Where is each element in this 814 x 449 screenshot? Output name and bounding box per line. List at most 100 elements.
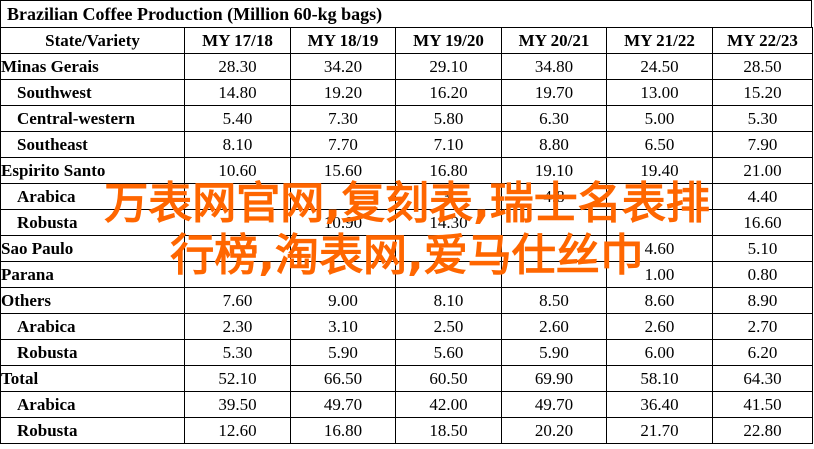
table-row: Southwest 14.80 19.20 16.20 19.70 13.00 15.20 bbox=[0, 79, 813, 106]
table-cell: 19.70 bbox=[501, 79, 607, 106]
table-cell: 8.10 bbox=[184, 131, 291, 158]
table-cell bbox=[606, 209, 713, 236]
table-cell: 8.90 bbox=[712, 287, 813, 314]
table-cell: 10.60 bbox=[184, 157, 291, 184]
table-cell: 21.00 bbox=[712, 157, 813, 184]
table-cell: 41.50 bbox=[712, 391, 813, 418]
table-cell: 3.10 bbox=[290, 313, 396, 340]
row-label: Southeast bbox=[0, 131, 185, 158]
table-cell: 5.90 bbox=[290, 339, 396, 366]
row-label: Total bbox=[0, 365, 185, 392]
table-cell: 5.40 bbox=[184, 105, 291, 132]
table-cell: 8.50 bbox=[501, 287, 607, 314]
column-header-year: MY 19/20 bbox=[395, 27, 502, 54]
table-cell bbox=[606, 183, 713, 210]
row-label: Arabica bbox=[0, 391, 185, 418]
table-title-bar: Brazilian Coffee Production (Million 60-… bbox=[0, 0, 812, 27]
table-cell: 5.80 bbox=[395, 105, 502, 132]
table-cell: 13.00 bbox=[606, 79, 713, 106]
table-cell: 8.60 bbox=[606, 287, 713, 314]
table-cell: 52.10 bbox=[184, 365, 291, 392]
table-cell bbox=[395, 261, 502, 288]
table-row: Robusta 12.60 16.80 18.50 20.20 21.70 22.80 bbox=[0, 417, 813, 444]
table-row: Others 7.60 9.00 8.10 8.50 8.60 8.90 bbox=[0, 287, 813, 314]
table-cell: 5.30 bbox=[712, 105, 813, 132]
table-cell bbox=[290, 261, 396, 288]
table-cell: 4.8 bbox=[501, 183, 607, 210]
table-cell: 39.50 bbox=[184, 391, 291, 418]
table-cell: 6.20 bbox=[712, 339, 813, 366]
table-row: Robusta 10.90 14.30 16.60 bbox=[0, 209, 813, 236]
table-cell: 14.80 bbox=[184, 79, 291, 106]
table-cell: 7.60 bbox=[184, 287, 291, 314]
table-cell bbox=[395, 235, 502, 262]
row-label: Parana bbox=[0, 261, 185, 288]
table-row: Espirito Santo 10.60 15.60 16.80 19.10 19.40 2… bbox=[0, 157, 813, 184]
table-cell: 2.60 bbox=[501, 313, 607, 340]
table-cell: 5.60 bbox=[395, 339, 502, 366]
table-cell: 16.60 bbox=[712, 209, 813, 236]
table-cell bbox=[290, 183, 396, 210]
table-cell bbox=[501, 235, 607, 262]
table-row: Robusta 5.30 5.90 5.60 5.90 6.00 6.20 bbox=[0, 339, 813, 366]
column-header-state-variety: State/Variety bbox=[0, 27, 185, 54]
table-cell: 16.20 bbox=[395, 79, 502, 106]
table-cell: 2.70 bbox=[712, 313, 813, 340]
column-header-year: MY 20/21 bbox=[501, 27, 607, 54]
table-cell: 34.20 bbox=[290, 53, 396, 80]
row-label: Arabica bbox=[0, 183, 185, 210]
table-cell: 19.10 bbox=[501, 157, 607, 184]
row-label: Robusta bbox=[0, 209, 185, 236]
table-cell: 10.90 bbox=[290, 209, 396, 236]
table-cell: 58.10 bbox=[606, 365, 713, 392]
coffee-production-table: State/Variety MY 17/18 MY 18/19 MY 19/20 MY … bbox=[0, 27, 813, 444]
table-row: Total 52.10 66.50 60.50 69.90 58.10 64.30 bbox=[0, 365, 813, 392]
table-cell: 4.40 bbox=[712, 183, 813, 210]
table-cell: 1.00 bbox=[606, 261, 713, 288]
table-cell: 7.10 bbox=[395, 131, 502, 158]
table-cell: 24.50 bbox=[606, 53, 713, 80]
table-cell: 3. bbox=[395, 183, 502, 210]
table-cell: 36.40 bbox=[606, 391, 713, 418]
table-cell: 21.70 bbox=[606, 417, 713, 444]
row-label: Sao Paulo bbox=[0, 235, 185, 262]
row-label: Southwest bbox=[0, 79, 185, 106]
table-row: Arabica 3. 4.8 4.40 bbox=[0, 183, 813, 210]
row-label: Robusta bbox=[0, 339, 185, 366]
header-row: State/Variety MY 17/18 MY 18/19 MY 19/20 MY … bbox=[0, 27, 813, 54]
table-cell: 16.80 bbox=[395, 157, 502, 184]
table-cell: 15.60 bbox=[290, 157, 396, 184]
table-cell: 8.80 bbox=[501, 131, 607, 158]
table-cell: 2.50 bbox=[395, 313, 502, 340]
table-cell: 19.40 bbox=[606, 157, 713, 184]
column-header-year: MY 17/18 bbox=[184, 27, 291, 54]
table-row: Minas Gerais 28.30 34.20 29.10 34.80 24.50 28.… bbox=[0, 53, 813, 80]
table-cell: 14.30 bbox=[395, 209, 502, 236]
table-title: Brazilian Coffee Production (Million 60-… bbox=[7, 4, 383, 24]
table-cell: 2.60 bbox=[606, 313, 713, 340]
table-cell: 18.50 bbox=[395, 417, 502, 444]
column-header-year: MY 18/19 bbox=[290, 27, 396, 54]
table-cell: 9.00 bbox=[290, 287, 396, 314]
table-row: Southeast 8.10 7.70 7.10 8.80 6.50 7.90 bbox=[0, 131, 813, 158]
table-cell bbox=[184, 183, 291, 210]
table-cell: 5.00 bbox=[606, 105, 713, 132]
table-cell: 6.30 bbox=[501, 105, 607, 132]
table-cell bbox=[184, 209, 291, 236]
table-row: Central-western 5.40 7.30 5.80 6.30 5.00 5.30 bbox=[0, 105, 813, 132]
column-header-year: MY 22/23 bbox=[712, 27, 813, 54]
table-cell: 49.70 bbox=[290, 391, 396, 418]
table-row: Sao Paulo 4.60 5.10 bbox=[0, 235, 813, 262]
table-cell: 8.10 bbox=[395, 287, 502, 314]
row-label: Espirito Santo bbox=[0, 157, 185, 184]
table-cell: 49.70 bbox=[501, 391, 607, 418]
row-label: Robusta bbox=[0, 417, 185, 444]
row-label: Arabica bbox=[0, 313, 185, 340]
table-body: Minas Gerais 28.30 34.20 29.10 34.80 24.50 28.… bbox=[0, 53, 813, 444]
table-cell: 42.00 bbox=[395, 391, 502, 418]
table-cell: 7.70 bbox=[290, 131, 396, 158]
table-cell: 0.80 bbox=[712, 261, 813, 288]
table-cell: 6.00 bbox=[606, 339, 713, 366]
table-cell: 4.60 bbox=[606, 235, 713, 262]
table-row: Parana 1.00 0.80 bbox=[0, 261, 813, 288]
